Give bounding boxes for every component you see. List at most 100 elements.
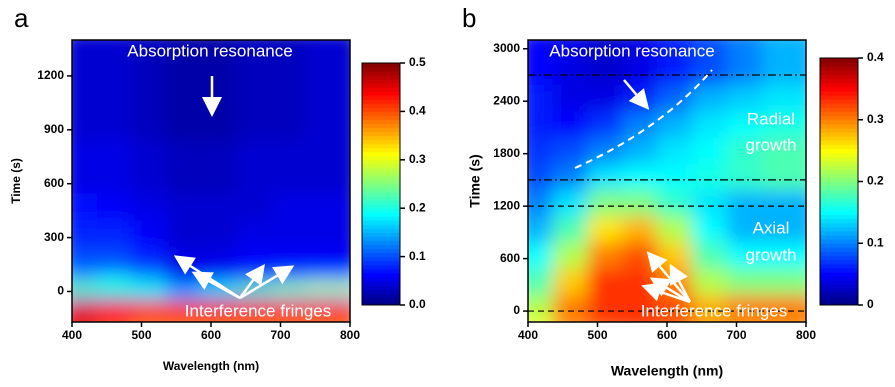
colorbar-tick-label: 0.3	[867, 112, 884, 126]
colorbar-swatch	[820, 57, 858, 63]
colorbar-swatch	[820, 176, 858, 182]
colorbar-swatch	[362, 187, 400, 193]
colorbar-swatch	[362, 171, 400, 177]
colorbar-swatch	[820, 279, 858, 285]
colorbar-swatch	[820, 292, 858, 298]
y-tick-label: 600	[500, 251, 520, 265]
colorbar-swatch	[362, 231, 400, 237]
annotation-arrow	[191, 271, 241, 300]
heatmap-cells	[72, 40, 350, 322]
annotation-arrow	[239, 265, 295, 300]
colorbar-swatch	[820, 185, 858, 191]
colorbar-swatch	[362, 110, 400, 116]
colorbar-swatch	[362, 123, 400, 129]
colorbar-swatch	[362, 106, 400, 112]
colorbar-swatch	[362, 191, 400, 197]
colorbar-tick-label: 0.4	[409, 104, 426, 118]
colorbar-swatch	[820, 275, 858, 281]
colorbar-swatch	[362, 252, 400, 258]
panel-label: a	[14, 3, 29, 33]
colorbar-swatch	[362, 207, 400, 213]
colorbar-swatch	[362, 147, 400, 153]
heatmap-cell	[761, 40, 806, 85]
colorbar-swatch	[362, 66, 400, 72]
colorbar-swatch	[820, 234, 858, 240]
colorbar-swatch	[362, 288, 400, 294]
heatmap-cells	[528, 40, 806, 322]
colorbar-swatch	[362, 284, 400, 290]
colorbar-swatch	[362, 94, 400, 100]
colorbar-swatch	[820, 300, 858, 306]
colorbar-swatch	[820, 139, 858, 145]
colorbar-swatch	[362, 131, 400, 137]
x-tick-label: 800	[796, 328, 816, 342]
colorbar-swatch	[362, 135, 400, 141]
colorbar-swatch	[362, 183, 400, 189]
x-tick-label: 800	[340, 328, 360, 342]
x-tick-label: 400	[62, 328, 82, 342]
colorbar-swatch	[362, 199, 400, 205]
colorbar-swatch	[820, 209, 858, 215]
x-tick-label: 500	[587, 328, 607, 342]
colorbar-swatch	[362, 248, 400, 254]
colorbar-swatch	[362, 62, 400, 68]
annotation: Axial	[753, 218, 790, 237]
colorbar-swatch	[362, 219, 400, 225]
annotation: Absorption resonance	[549, 41, 714, 60]
colorbar-swatch	[820, 123, 858, 129]
colorbar-swatch	[820, 127, 858, 133]
colorbar-swatch	[362, 179, 400, 185]
colorbar-swatch	[820, 201, 858, 207]
y-tick-label: 1200	[37, 68, 64, 82]
colorbar-swatch	[362, 239, 400, 245]
colorbar-tick-label: 0.1	[867, 235, 884, 249]
colorbar-swatch	[820, 267, 858, 273]
colorbar-swatch	[362, 195, 400, 201]
y-tick-label: 3000	[493, 41, 520, 55]
annotation-arrow	[623, 79, 650, 110]
colorbar-swatch	[820, 259, 858, 265]
colorbar-swatch	[820, 90, 858, 96]
colorbar-swatch	[820, 143, 858, 150]
colorbar-swatch	[820, 160, 858, 166]
y-axis-title: Time (s)	[9, 158, 23, 204]
colorbar-swatch	[362, 300, 400, 306]
guide-curve	[574, 69, 713, 169]
colorbar-swatch	[820, 189, 858, 195]
annotation-arrow	[238, 263, 265, 299]
colorbar-swatch	[820, 94, 858, 100]
colorbar-swatch	[362, 280, 400, 286]
annotation: growth	[745, 135, 796, 154]
colorbar-swatch	[820, 61, 858, 67]
panel-label: b	[462, 3, 476, 33]
colorbar-swatch	[362, 215, 400, 221]
colorbar-swatch	[362, 296, 400, 302]
colorbar-swatch	[362, 102, 400, 108]
colorbar-swatch	[362, 203, 400, 209]
colorbar-swatch	[820, 131, 858, 137]
colorbar-swatch	[820, 213, 858, 220]
colorbar-tick-label: 0.4	[867, 50, 884, 64]
colorbar-swatch	[820, 218, 858, 224]
y-axis-title: Time (s)	[467, 154, 483, 207]
colorbar-swatch	[820, 65, 858, 71]
y-tick-label: 900	[44, 122, 64, 136]
colorbar-swatch	[362, 82, 400, 88]
colorbar-swatch	[362, 272, 400, 278]
y-tick-label: 0	[57, 284, 64, 298]
colorbar-swatch	[362, 260, 400, 266]
colorbar-swatch	[820, 181, 858, 187]
colorbar-swatch	[820, 73, 858, 80]
colorbar-swatch	[362, 244, 400, 250]
annotation: growth	[745, 245, 796, 264]
colorbar-tick-label: 0.5	[409, 55, 426, 69]
colorbar-swatch	[820, 98, 858, 104]
colorbar-swatch	[362, 151, 400, 157]
colorbar-swatch	[820, 69, 858, 75]
x-axis-title: Wavelength (nm)	[163, 359, 259, 373]
colorbar-swatch	[362, 98, 400, 104]
colorbar-swatch	[362, 70, 400, 76]
colorbar-swatch	[820, 242, 858, 248]
x-tick-label: 500	[131, 328, 151, 342]
colorbar-swatch	[820, 226, 858, 232]
